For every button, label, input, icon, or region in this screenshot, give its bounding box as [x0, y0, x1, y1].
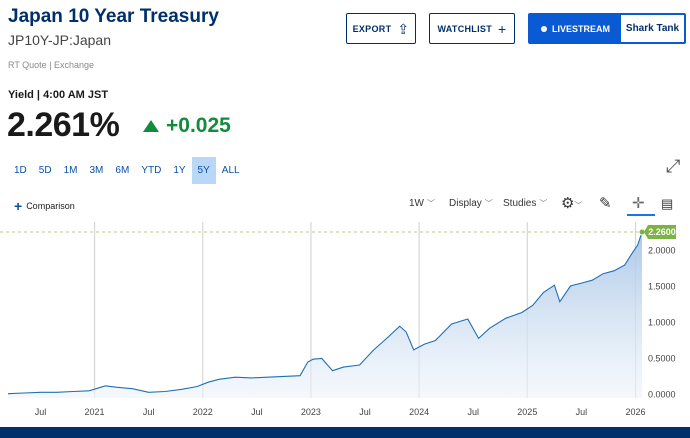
x-tick-label: Jul [35, 407, 47, 417]
watchlist-label: WATCHLIST [437, 23, 493, 34]
studies-label: Studies [503, 198, 537, 209]
active-tool-indicator [627, 214, 655, 216]
interval-dropdown[interactable]: 1W ﹀ [409, 198, 435, 209]
export-button[interactable]: EXPORT ⇪ [346, 13, 416, 44]
comparison-button[interactable]: + Comparison [14, 199, 75, 213]
range-6m[interactable]: 6M [115, 165, 130, 176]
live-dot-icon [540, 25, 547, 32]
display-dropdown[interactable]: Display ﹀ [449, 198, 493, 209]
x-tick-label: 2022 [193, 407, 213, 417]
gear-icon[interactable]: ⚙﹀ [561, 195, 583, 212]
plus-icon: + [498, 20, 507, 37]
expand-icon[interactable]: ⤢ [666, 156, 681, 176]
display-label: Display [449, 198, 482, 209]
series-area [8, 232, 642, 398]
x-tick-label: 2021 [85, 407, 105, 417]
range-5d[interactable]: 5D [38, 165, 52, 176]
livestream-label: LIVESTREAM [551, 23, 610, 34]
range-selector: 1D 5D 1M 3M 6M YTD 1Y 5Y ALL [8, 157, 246, 184]
y-tick-label: 2.0000 [648, 246, 676, 256]
y-tick-label: 0.5000 [648, 353, 676, 363]
x-tick-label: 2023 [301, 407, 321, 417]
x-tick-label: Jul [143, 407, 155, 417]
x-tick-label: 2025 [517, 407, 537, 417]
x-tick-label: Jul [467, 407, 479, 417]
range-1y[interactable]: 1Y [173, 165, 186, 176]
livestream-show: Shark Tank [625, 23, 680, 34]
pencil-icon[interactable]: ✎ [599, 195, 612, 212]
export-label: EXPORT [352, 23, 392, 34]
share-icon: ⇪ [397, 20, 410, 37]
series-line [7, 231, 643, 395]
y-tick-label: 1.0000 [648, 318, 676, 328]
livestream-button[interactable]: LIVESTREAM Shark Tank [528, 13, 686, 44]
price-change: +0.025 [143, 114, 231, 138]
up-arrow-icon [143, 120, 159, 132]
yield-chart[interactable]: Jul 2021 Jul 2022 Jul 2023 Jul 2024 Jul 2025 Jul 20… [0, 218, 690, 428]
footer-bar [0, 427, 690, 438]
watchlist-button[interactable]: WATCHLIST + [429, 13, 515, 44]
chevron-down-icon: ﹀ [484, 199, 493, 208]
last-value-badge [644, 225, 676, 240]
x-tick-label: Jul [576, 407, 588, 417]
plus-icon: + [14, 198, 23, 214]
x-tick-label: 2026 [625, 407, 645, 417]
livestream-badge: LIVESTREAM [530, 15, 621, 42]
comment-icon[interactable]: ▤ [661, 196, 674, 211]
last-value-label: 2.2600 [648, 227, 676, 237]
crosshair-icon[interactable]: ✛ [632, 195, 645, 212]
x-tick-label: Jul [251, 407, 263, 417]
symbol-label: JP10Y-JP:Japan [8, 32, 111, 48]
chart-toolbar: + Comparison 1W ﹀ Display ﹀ Studies ﹀ ⚙﹀ ✎ … [0, 194, 690, 218]
page-title: Japan 10 Year Treasury [8, 6, 219, 27]
change-value: +0.025 [166, 114, 231, 137]
price-value: 2.261% [7, 106, 120, 144]
range-ytd[interactable]: YTD [141, 165, 162, 176]
x-tick-label: Jul [359, 407, 371, 417]
range-5y[interactable]: 5Y [191, 157, 216, 184]
range-all[interactable]: ALL [221, 165, 240, 176]
range-1m[interactable]: 1M [63, 165, 78, 176]
y-tick-label: 1.5000 [648, 282, 676, 292]
comparison-label: Comparison [26, 201, 75, 211]
chevron-down-icon: ﹀ [539, 199, 548, 208]
chevron-down-icon: ﹀ [427, 199, 435, 208]
studies-dropdown[interactable]: Studies ﹀ [503, 198, 547, 209]
interval-label: 1W [409, 198, 424, 209]
range-3m[interactable]: 3M [89, 165, 104, 176]
yield-label: Yield | 4:00 AM JST [8, 89, 109, 101]
x-tick-label: 2024 [409, 407, 429, 417]
y-tick-label: 0.0000 [648, 389, 676, 399]
range-1d[interactable]: 1D [14, 165, 27, 176]
quote-source: RT Quote | Exchange [8, 60, 95, 70]
